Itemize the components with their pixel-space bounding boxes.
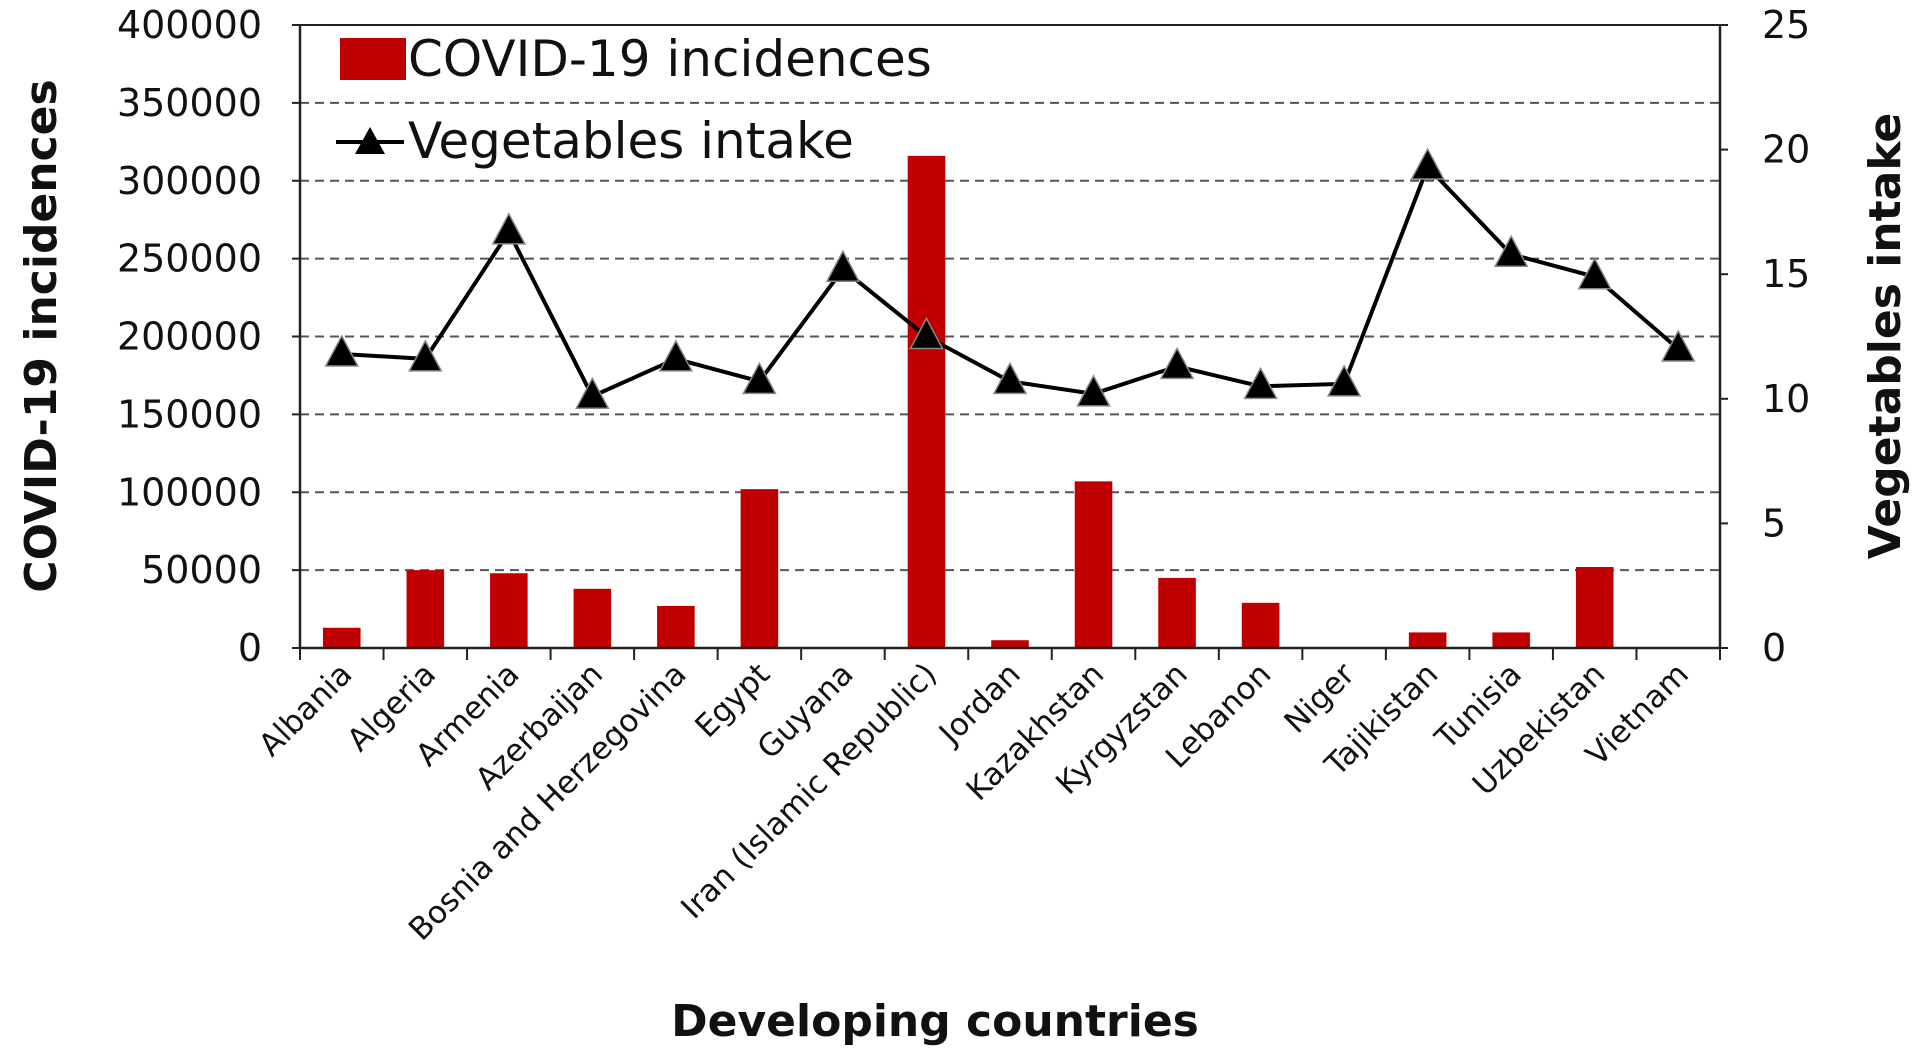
vegetables-point	[1660, 329, 1696, 362]
y-right-tick-label: 5	[1762, 501, 1786, 545]
legend-bar-swatch	[340, 38, 406, 80]
bar-algeria	[406, 570, 445, 648]
left-axis-ticks: 0 50000 100000 150000 200000 250000 300000 3500…	[117, 3, 300, 670]
legend-label-covid: COVID-19 incidences	[408, 30, 932, 88]
vegetables-point	[575, 376, 610, 410]
vegetables-point	[1159, 346, 1195, 380]
legend-triangle-icon	[355, 127, 385, 154]
y-right-tick-label: 0	[1762, 626, 1786, 670]
right-axis-ticks: 0 5 10 15 20 25	[1720, 3, 1810, 670]
bar-jordan	[991, 640, 1029, 648]
y-left-tick-label: 100000	[117, 470, 262, 514]
bar-albania	[322, 627, 361, 648]
vegetables-point	[1410, 147, 1445, 180]
bar-armenia	[490, 573, 528, 648]
vegetables-point	[1326, 364, 1362, 397]
y-left-tick-label: 200000	[117, 315, 262, 359]
bar-tajikistan	[1408, 632, 1447, 648]
y-right-tick-label: 10	[1762, 377, 1810, 421]
vegetables-point	[909, 316, 944, 350]
y-left-tick-label: 0	[238, 626, 262, 670]
bar-iran-islamic-republic-	[907, 155, 946, 648]
y-left-tick-label: 400000	[117, 3, 262, 47]
bar-tunisia	[1492, 632, 1530, 648]
y-right-tick-label: 15	[1762, 252, 1810, 296]
y-left-tick-label: 250000	[117, 237, 262, 281]
bar-lebanon	[1241, 602, 1280, 648]
vegetables-point	[1493, 234, 1529, 268]
y-left-tick-label: 350000	[117, 81, 262, 125]
legend-label-vegetables: Vegetables intake	[408, 112, 854, 170]
y-axis-left-title: COVID-19 incidences	[16, 79, 67, 592]
line-series	[324, 147, 1696, 410]
category-label: Albania	[252, 656, 359, 763]
vegetables-point	[992, 361, 1028, 395]
vegetables-point	[742, 361, 777, 395]
vegetables-point	[324, 334, 360, 367]
y-right-tick-label: 25	[1762, 3, 1810, 47]
y-right-tick-label: 20	[1762, 128, 1810, 172]
bar-kazakhstan	[1074, 481, 1113, 648]
bar-series	[322, 155, 1614, 648]
y-axis-right-title: Vegetables intake	[1860, 113, 1911, 560]
vegetables-point	[658, 339, 694, 372]
x-axis-title: Developing countries	[671, 996, 1199, 1047]
vegetables-point	[491, 212, 527, 245]
legend: COVID-19 incidences Vegetables intake	[336, 30, 932, 170]
bar-bosnia-and-herzegovina	[657, 605, 695, 648]
vegetables-point	[1243, 366, 1278, 400]
gridlines	[300, 24, 1720, 572]
vegetables-point	[825, 249, 861, 282]
vegetables-point	[408, 339, 443, 372]
bar-egypt	[740, 489, 779, 648]
y-left-tick-label: 300000	[117, 159, 262, 203]
bar-azerbaijan	[573, 588, 612, 648]
vegetables-point	[1577, 257, 1612, 290]
vegetables-point	[1076, 374, 1111, 407]
y-left-tick-label: 150000	[117, 392, 262, 436]
bar-uzbekistan	[1575, 567, 1614, 648]
y-left-tick-label: 50000	[141, 548, 262, 592]
bar-kyrgyzstan	[1158, 577, 1196, 648]
